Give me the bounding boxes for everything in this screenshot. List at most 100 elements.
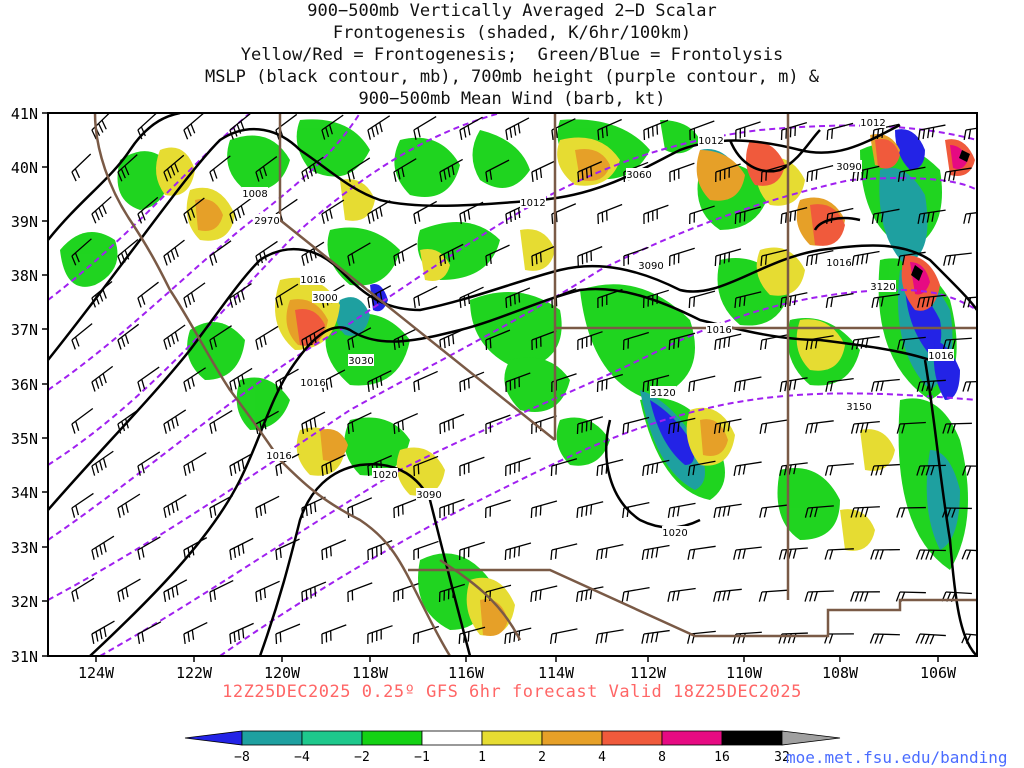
wind-barb-flag — [580, 506, 584, 517]
wind-barb-flag — [534, 590, 538, 601]
wind-barb-flag — [916, 381, 921, 392]
height-label: 3090 — [416, 490, 441, 501]
wind-barb-flag — [209, 255, 214, 266]
wind-barb-flag — [367, 465, 370, 477]
lon-label: 120W — [264, 664, 301, 682]
wind-barb-flag — [313, 502, 317, 513]
wind-barb-flag — [301, 423, 305, 434]
wind-barb-flag — [163, 591, 167, 602]
wind-barb — [137, 113, 158, 131]
wind-barb-flag — [806, 255, 809, 267]
wind-barb-flag — [951, 423, 956, 434]
wind-barb-flag — [371, 127, 375, 138]
wind-barb-flag — [601, 128, 604, 139]
wind-barb-flag — [793, 464, 797, 475]
wind-barb-flag — [102, 373, 107, 384]
wind-barb-flag — [379, 375, 383, 386]
colorbar-tick: 4 — [598, 750, 606, 765]
wind-barb — [321, 199, 345, 215]
wind-barb-flag — [328, 124, 333, 135]
wind-barb-flag — [517, 207, 521, 219]
lon-label: 118W — [352, 664, 389, 682]
wind-barb-flag — [850, 507, 855, 518]
wind-barb-flag — [379, 291, 383, 302]
wind-barb-flag — [952, 170, 956, 181]
wind-barb-flag — [727, 421, 731, 432]
wind-barb-flag — [393, 339, 396, 351]
geographic-borders — [93, 113, 977, 656]
wind-barb-flag — [941, 507, 947, 518]
wind-barb-flag — [242, 628, 245, 639]
wind-barb-flag — [589, 589, 593, 600]
wind-barb-flag — [102, 457, 107, 468]
wind-barb-flag — [922, 129, 926, 140]
wind-barb-flag — [325, 463, 328, 475]
mslp-contours — [48, 113, 977, 656]
wind-barb-flag — [656, 124, 659, 135]
wind-barb-flag — [174, 162, 179, 173]
wind-barb-flag — [864, 507, 869, 518]
wind-barb-flag — [860, 254, 864, 265]
axis-labels: 124W 122W 120W 118W 116W 114W 112W 110W … — [11, 105, 957, 682]
wind-barb-flag — [167, 505, 171, 516]
wind-barb — [669, 502, 696, 509]
wind-barb-flag — [590, 504, 593, 515]
colorbar-tick: −2 — [354, 750, 370, 765]
wind-barb-flag — [312, 163, 317, 174]
wind-barb-flag — [321, 213, 325, 224]
title-line-4: MSLP (black contour, mb), 700mb height (… — [204, 67, 820, 87]
wind-barb — [597, 629, 624, 635]
wind-barb-flag — [825, 381, 829, 392]
wind-barb-flag — [651, 126, 654, 137]
wind-barb — [163, 409, 187, 425]
wind-barb — [255, 580, 280, 593]
wind-barb-flag — [947, 255, 952, 266]
wind-barb-flag — [952, 339, 956, 350]
wind-barb-flag — [397, 422, 400, 433]
wind-barb-flag — [351, 506, 354, 517]
wind-barb-flag — [780, 297, 783, 309]
wind-barb-flag — [209, 591, 212, 603]
wind-barb-flag — [229, 549, 232, 560]
wind-barb — [853, 335, 880, 341]
wind-barb-flag — [714, 339, 717, 351]
wind-barb-flag — [742, 548, 746, 559]
wind-barb-flag — [467, 209, 471, 220]
wind-barb-flag — [71, 171, 77, 182]
wind-barb-flag — [961, 549, 967, 560]
wind-barb-flag — [301, 507, 304, 519]
wind-barb — [715, 248, 742, 257]
mslp-label: 1020 — [372, 470, 397, 481]
wind-barb-flag — [259, 253, 264, 264]
wind-barb-flag — [98, 207, 104, 218]
wind-barb-flag — [170, 165, 176, 176]
wind-barb — [945, 422, 972, 425]
wind-barb-flag — [209, 507, 213, 518]
wind-barb — [531, 415, 557, 425]
wind-barb-flag — [413, 297, 416, 308]
wind-barb-flag — [401, 420, 404, 431]
wind-barb-flag — [309, 503, 313, 515]
wind-barb — [735, 121, 761, 131]
colorbar-tick: 16 — [714, 750, 730, 765]
wind-barb — [439, 498, 465, 509]
lat-label: 31N — [11, 648, 38, 666]
wind-barb-flag — [117, 591, 121, 602]
colorbar-swatch — [721, 730, 783, 746]
wind-barb-flag — [646, 549, 650, 560]
wind-barb-flag — [459, 129, 463, 140]
wind-barb-flag — [931, 211, 935, 222]
lon-label: 108W — [822, 664, 859, 682]
wind-barb-flag — [259, 421, 263, 432]
wind-barb-flag — [962, 297, 967, 308]
wind-barb-flag — [831, 128, 834, 139]
wind-barb-flag — [717, 591, 722, 602]
colorbar-tick: 1 — [478, 750, 486, 765]
wind-barb-flag — [897, 339, 901, 350]
wind-barb-flag — [347, 255, 351, 266]
lon-label: 122W — [176, 664, 213, 682]
wind-barb-flag — [830, 297, 834, 308]
wind-barb-flag — [733, 381, 737, 392]
wind-barb-flag — [263, 419, 267, 430]
wind-barb-flag — [920, 465, 926, 476]
